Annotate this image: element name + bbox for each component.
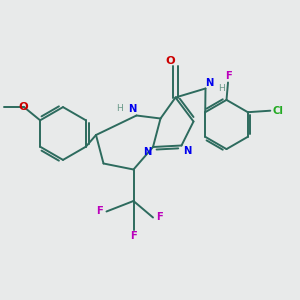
Text: Cl: Cl (272, 106, 283, 116)
Text: F: F (225, 71, 231, 81)
Text: F: F (97, 206, 103, 217)
Text: N: N (183, 146, 192, 156)
Text: N: N (143, 147, 151, 158)
Text: O: O (19, 102, 28, 112)
Text: F: F (130, 231, 137, 241)
Text: H: H (218, 84, 224, 93)
Text: F: F (156, 212, 163, 223)
Text: O: O (165, 56, 175, 66)
Text: H: H (117, 104, 123, 113)
Text: N: N (205, 78, 213, 88)
Text: N: N (128, 104, 136, 114)
